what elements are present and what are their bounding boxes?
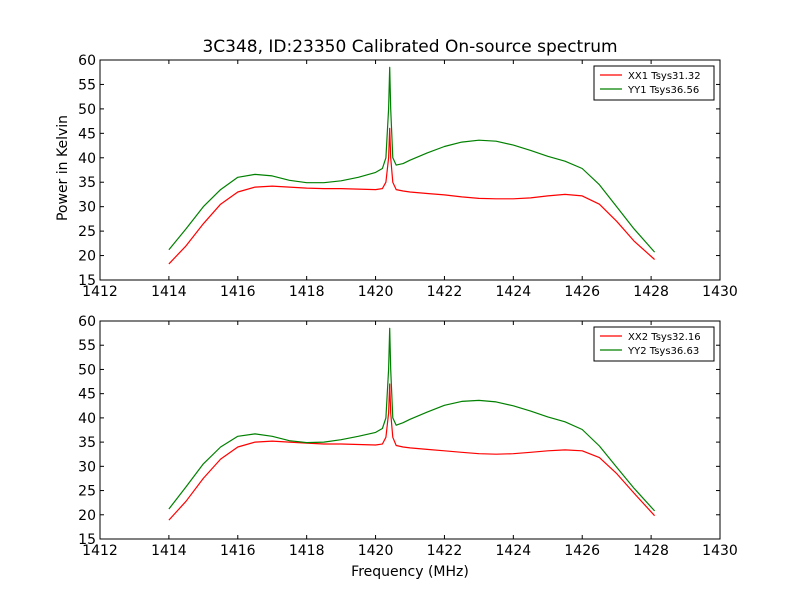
- series-line-1: [168, 127, 656, 265]
- y-tick-label: 45: [78, 387, 96, 403]
- y-tick-label: 35: [78, 175, 96, 191]
- y-tick-label: 35: [78, 435, 96, 451]
- legend-entry-label: XX1 Tsys31.32: [628, 71, 701, 82]
- x-tick-label: 1424: [496, 543, 532, 559]
- y-tick-label: 25: [78, 484, 96, 500]
- x-tick-label: 1426: [564, 543, 600, 559]
- x-tick-label: 1428: [633, 284, 669, 300]
- x-tick-label: 1422: [427, 543, 463, 559]
- x-tick-label: 1414: [151, 543, 187, 559]
- series-line-2: [168, 66, 656, 253]
- x-tick-label: 1414: [151, 284, 187, 300]
- x-tick-label: 1416: [220, 543, 256, 559]
- y-tick-label: 30: [78, 459, 96, 475]
- x-tick-label: 1412: [82, 543, 118, 559]
- y-tick-label: 15: [78, 273, 96, 289]
- x-tick-label: 1416: [220, 284, 256, 300]
- x-tick-label: 1424: [496, 284, 532, 300]
- legend-box: [593, 65, 715, 101]
- legend-entry-label: YY2 Tsys36.63: [627, 346, 699, 357]
- y-tick-label: 20: [78, 249, 96, 265]
- x-tick-label: 1418: [289, 543, 325, 559]
- y-tick-label: 30: [78, 200, 96, 216]
- x-tick-label: 1418: [289, 284, 325, 300]
- subplots-group: 1412 1414 1416 1418 1420 1422 1424 1426 1428 1430…: [78, 53, 738, 559]
- x-tick-label: 1420: [358, 543, 394, 559]
- x-tick-label: 1420: [358, 284, 394, 300]
- legend: XX1 Tsys31.32 YY1 Tsys36.56: [593, 65, 715, 101]
- y-tick-label: 60: [78, 53, 96, 69]
- axes-frame: [99, 320, 721, 540]
- legend-box: [593, 326, 715, 362]
- x-tick-label: 1422: [427, 284, 463, 300]
- y-tick-label: 55: [78, 77, 96, 93]
- y-tick-label: 25: [78, 224, 96, 240]
- y-tick-label: 50: [78, 362, 96, 378]
- x-tick-label: 1430: [702, 284, 738, 300]
- series-line-2: [168, 327, 656, 512]
- series-line-1: [168, 383, 656, 521]
- x-tick-label: 1412: [82, 284, 118, 300]
- legend-entry-label: YY1 Tsys36.56: [627, 85, 699, 96]
- y-tick-label: 45: [78, 126, 96, 142]
- y-tick-label: 40: [78, 411, 96, 427]
- subplot-2: 1412 1414 1416 1418 1420 1422 1424 1426 1428 1430…: [78, 314, 738, 559]
- subplot-1: 1412 1414 1416 1418 1420 1422 1424 1426 1428 1430…: [78, 53, 738, 300]
- x-axis-label: Frequency (MHz): [351, 564, 469, 580]
- chart-title: 3C348, ID:23350 Calibrated On-source spe…: [202, 37, 617, 57]
- axes-frame: [99, 59, 721, 281]
- y-tick-label: 60: [78, 314, 96, 330]
- y-tick-label: 20: [78, 508, 96, 524]
- x-tick-label: 1430: [702, 543, 738, 559]
- y-tick-label: 15: [78, 532, 96, 548]
- legend-entry-label: XX2 Tsys32.16: [628, 332, 701, 343]
- y-axis-label: Power in Kelvin: [55, 115, 71, 221]
- legend: XX2 Tsys32.16 YY2 Tsys36.63: [593, 326, 715, 362]
- x-tick-label: 1426: [564, 284, 600, 300]
- y-tick-label: 40: [78, 151, 96, 167]
- y-tick-label: 55: [78, 338, 96, 354]
- x-tick-label: 1428: [633, 543, 669, 559]
- y-tick-label: 50: [78, 102, 96, 118]
